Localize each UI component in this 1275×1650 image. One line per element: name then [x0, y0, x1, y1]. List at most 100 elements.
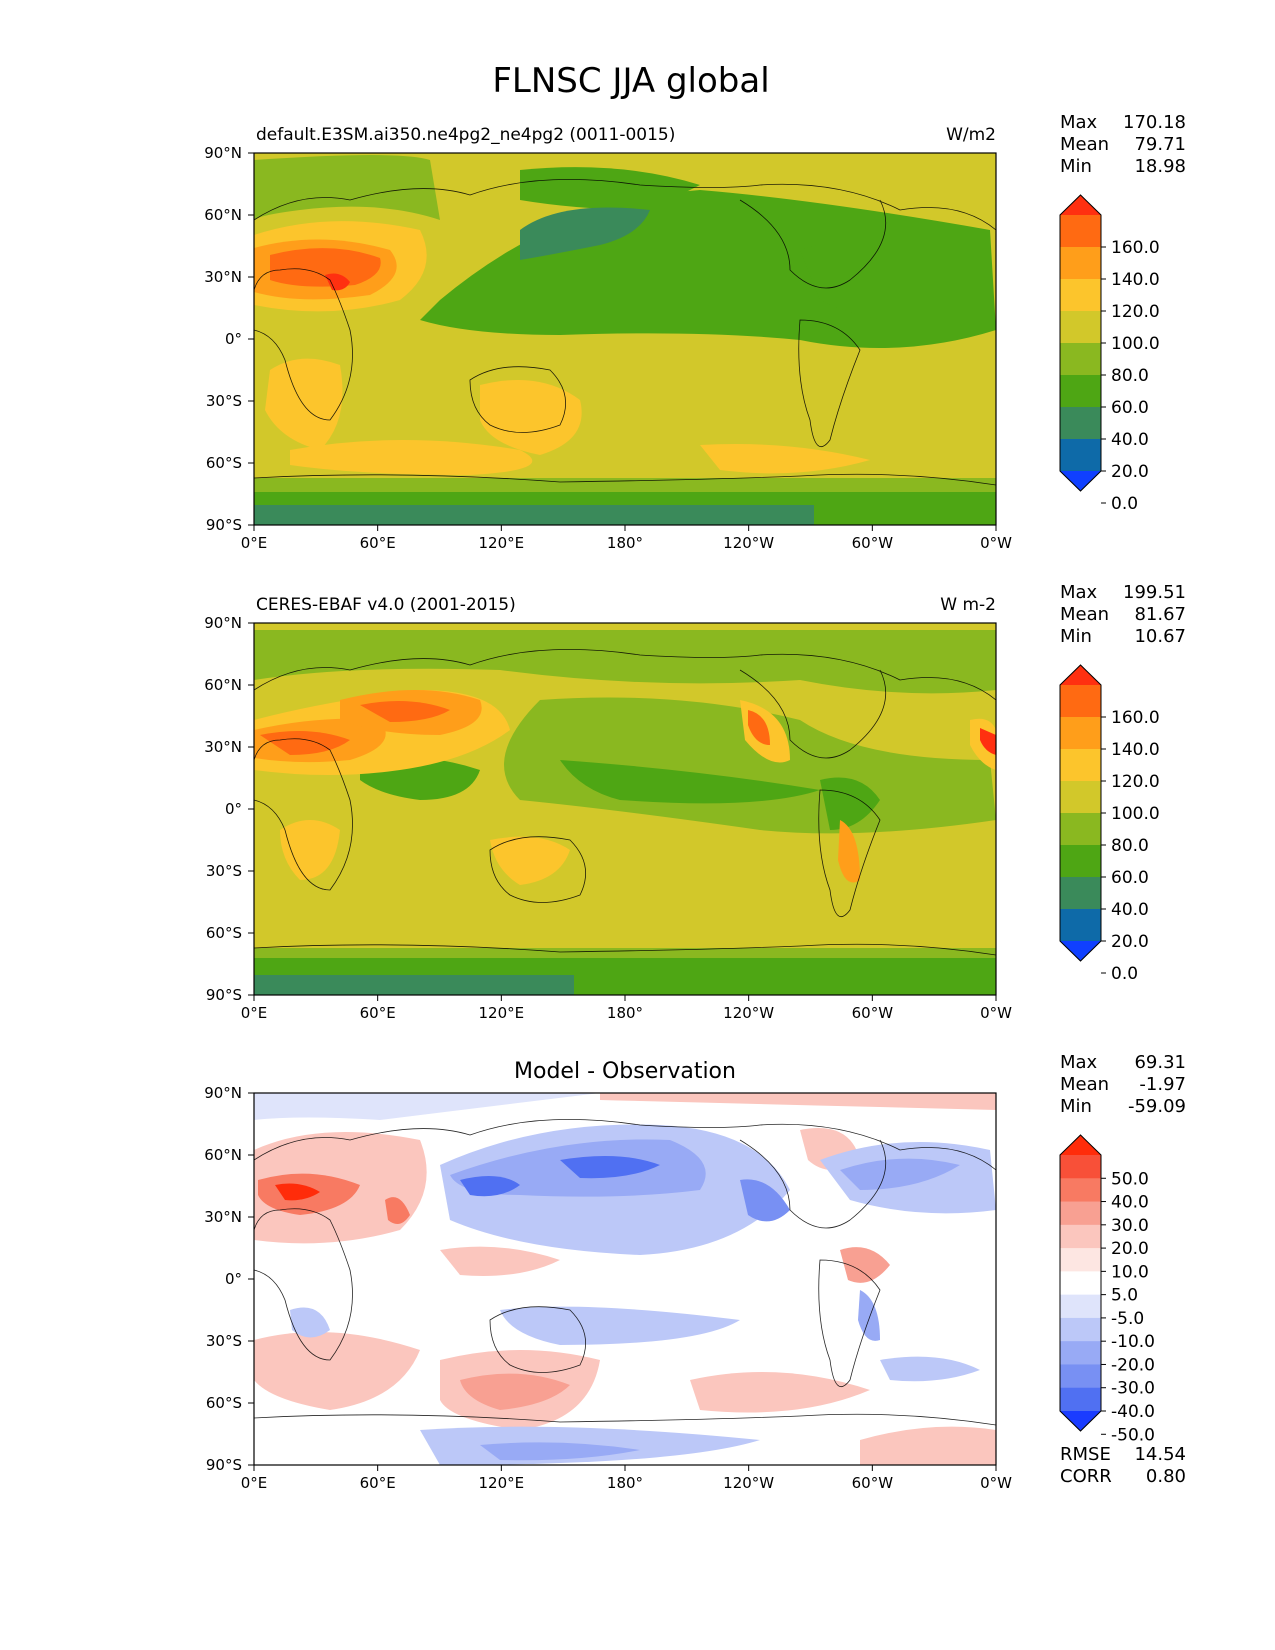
lon-tick-label: 0°E [241, 1474, 268, 1492]
lat-tick-label: 60°N [204, 676, 242, 694]
colorbar-label: 60.0 [1111, 398, 1149, 418]
lon-tick-label: 60°E [360, 1474, 396, 1492]
lon-axis-diff: 0°E 60°E 120°E 180° 120°W 60°W 0°W [241, 1465, 1012, 1492]
lon-tick-label: 0°W [980, 1474, 1012, 1492]
colorbar-segment [1060, 1294, 1101, 1319]
colorbar-diff: 50.0 40.0 30.0 20.0 10.0 5.0 -5.0 -10.0 -20.0 -30… [1059, 1134, 1155, 1445]
colorbar-segment [1060, 749, 1101, 782]
colorbar-label: 20.0 [1111, 1239, 1149, 1259]
stat-value: 10.67 [1134, 626, 1186, 647]
colorbar-label: 120.0 [1111, 302, 1160, 322]
colorbar-segment [1060, 439, 1101, 472]
colorbar-model: 160.0 140.0 120.0 100.0 80.0 60.0 40.0 20.0 0.0 [1059, 194, 1160, 514]
colorbar-label: -50.0 [1111, 1425, 1155, 1445]
colorbar-segment [1060, 1248, 1101, 1272]
colorbar-label: 30.0 [1111, 1216, 1149, 1236]
colorbar-extend-min [1060, 1411, 1101, 1431]
stats-diff: Max 69.31 Mean -1.97 Min -59.09 [1060, 1052, 1186, 1117]
colorbar-segment [1060, 717, 1101, 750]
colorbar-label: 0.0 [1111, 494, 1138, 514]
colorbar-label: 140.0 [1111, 740, 1160, 760]
lon-tick-label: 120°E [479, 534, 525, 552]
colorbar-extend-min [1060, 471, 1101, 491]
colorbar-segment [1060, 781, 1101, 814]
lat-tick-label: 0° [225, 330, 242, 348]
lon-tick-label: 120°E [479, 1474, 525, 1492]
lat-tick-label: 30°S [206, 1332, 242, 1350]
colorbar-label: 20.0 [1111, 932, 1149, 952]
lat-tick-label: 0° [225, 800, 242, 818]
colorbar-segment [1060, 813, 1101, 846]
map-field-model [254, 153, 996, 525]
stat-label: Max [1060, 112, 1098, 133]
lat-tick-label: 60°S [206, 924, 242, 942]
lat-tick-label: 30°S [206, 392, 242, 410]
colorbar-extend-max [1060, 665, 1101, 685]
stat-label: Mean [1060, 134, 1109, 155]
colorbar-label: 100.0 [1111, 804, 1160, 824]
lon-tick-label: 120°W [723, 534, 774, 552]
colorbar-label: 140.0 [1111, 270, 1160, 290]
stat-value: -1.97 [1139, 1074, 1186, 1095]
lat-tick-label: 90°N [204, 614, 242, 632]
lon-tick-label: 180° [607, 1004, 643, 1022]
colorbar-segment [1060, 407, 1101, 440]
colorbar-label: 40.0 [1111, 900, 1149, 920]
stat-value: 18.98 [1134, 156, 1186, 177]
colorbar-segment [1060, 1201, 1101, 1226]
lat-tick-label: 0° [225, 1270, 242, 1288]
colorbar-label: -20.0 [1111, 1355, 1155, 1375]
colorbar-segment [1060, 1224, 1101, 1249]
lon-tick-label: 0°W [980, 534, 1012, 552]
colorbar-label: -30.0 [1111, 1379, 1155, 1399]
colorbar-segment [1060, 685, 1101, 718]
lon-tick-label: 60°W [852, 1474, 894, 1492]
lat-tick-label: 90°N [204, 1084, 242, 1102]
lat-tick-label: 60°S [206, 1394, 242, 1412]
lon-tick-label: 180° [607, 534, 643, 552]
stat-value: 69.31 [1134, 1052, 1186, 1073]
lat-axis-obs: 90°N 60°N 30°N 0° 30°S 60°S 90°S [204, 614, 254, 1004]
panel-title-obs: CERES-EBAF v4.0 (2001-2015) [256, 595, 516, 615]
lat-tick-label: 90°S [206, 516, 242, 534]
colorbar-segment [1060, 311, 1101, 344]
colorbar-segment [1060, 1178, 1101, 1203]
lat-tick-label: 90°S [206, 1456, 242, 1474]
colorbar-label: 40.0 [1111, 430, 1149, 450]
error-stat-value: 14.54 [1134, 1444, 1186, 1465]
lat-tick-label: 60°S [206, 454, 242, 472]
figure-title: FLNSC JJA global [492, 61, 769, 101]
colorbar-label: 160.0 [1111, 708, 1160, 728]
lat-tick-label: 90°N [204, 144, 242, 162]
lon-tick-label: 0°W [980, 1004, 1012, 1022]
lon-tick-label: 60°W [852, 534, 894, 552]
colorbar-segment [1060, 1155, 1101, 1179]
lat-tick-label: 30°N [204, 1208, 242, 1226]
colorbar-segment [1060, 1271, 1101, 1296]
lat-tick-label: 90°S [206, 986, 242, 1004]
colorbar-segment [1060, 1341, 1101, 1365]
colorbar-label: 80.0 [1111, 836, 1149, 856]
stat-value: 199.51 [1123, 582, 1186, 603]
colorbar-label: 80.0 [1111, 366, 1149, 386]
stat-value: -59.09 [1128, 1096, 1186, 1117]
stats-obs: Max 199.51 Mean 81.67 Min 10.67 [1060, 582, 1186, 647]
lon-axis-model: 0°E 60°E 120°E 180° 120°W 60°W 0°W [241, 525, 1012, 552]
panel-title-model: default.E3SM.ai350.ne4pg2_ne4pg2 (0011-0… [256, 125, 675, 145]
map-field-obs [254, 623, 996, 995]
colorbar-label: 120.0 [1111, 772, 1160, 792]
lon-tick-label: 120°E [479, 1004, 525, 1022]
panel-model: default.E3SM.ai350.ne4pg2_ne4pg2 (0011-0… [204, 112, 1186, 552]
lon-tick-label: 60°E [360, 1004, 396, 1022]
colorbar-extend-min [1060, 941, 1101, 961]
panel-units-obs: W m-2 [940, 595, 996, 615]
lat-tick-label: 60°N [204, 206, 242, 224]
stats-model: Max 170.18 Mean 79.71 Min 18.98 [1060, 112, 1186, 177]
lon-tick-label: 0°E [241, 534, 268, 552]
map-field-diff [254, 1093, 996, 1465]
panel-obs: CERES-EBAF v4.0 (2001-2015) W m-2 90°N 60… [204, 582, 1186, 1022]
error-stat-label: CORR [1060, 1466, 1112, 1487]
colorbar-extend-max [1060, 1135, 1101, 1155]
stat-value: 170.18 [1123, 112, 1186, 133]
lon-tick-label: 180° [607, 1474, 643, 1492]
